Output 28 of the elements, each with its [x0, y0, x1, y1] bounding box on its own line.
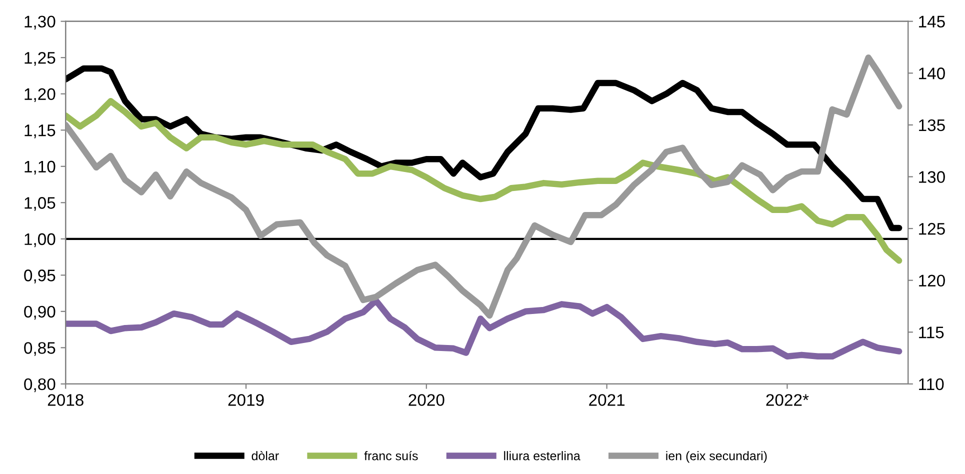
legend-label: lliura esterlina [504, 451, 580, 460]
legend-label: ien (eix secundari) [666, 451, 767, 463]
legend-label: franc suís [364, 450, 418, 460]
x-tick-label: 2018 [48, 394, 84, 406]
y2-tick-label: 120 [919, 274, 945, 287]
y-tick-label: 0,85 [24, 342, 56, 356]
y-tick-label: 1,10 [24, 160, 56, 175]
y-tick-label: 0,80 [24, 378, 56, 392]
y-tick-label: 1,20 [24, 88, 56, 102]
y-tick-label: 1,05 [24, 197, 56, 211]
y2-tick-label: 135 [919, 119, 945, 132]
x-tick-label: 2022* [766, 394, 809, 406]
x-tick-label: 2019 [228, 394, 264, 406]
y-tick-label: 0,90 [24, 306, 56, 320]
x-tick-label: 2020 [408, 394, 444, 406]
y-tick-label: 0,95 [24, 270, 56, 284]
y2-tick-label: 115 [919, 326, 944, 338]
y2-tick-label: 145 [919, 16, 945, 28]
y-tick-label: 1,25 [24, 52, 56, 66]
y2-tick-label: 125 [919, 222, 945, 235]
y2-tick-label: 140 [919, 68, 945, 80]
y-tick-label: 1,30 [24, 16, 56, 30]
y2-tick-label: 130 [919, 171, 945, 183]
legend-label: dòlar [252, 450, 279, 460]
y2-tick-label: 110 [919, 378, 944, 390]
y-tick-label: 1,15 [24, 124, 56, 138]
y-tick-label: 1,00 [24, 233, 56, 248]
x-tick-label: 2021 [589, 394, 625, 406]
